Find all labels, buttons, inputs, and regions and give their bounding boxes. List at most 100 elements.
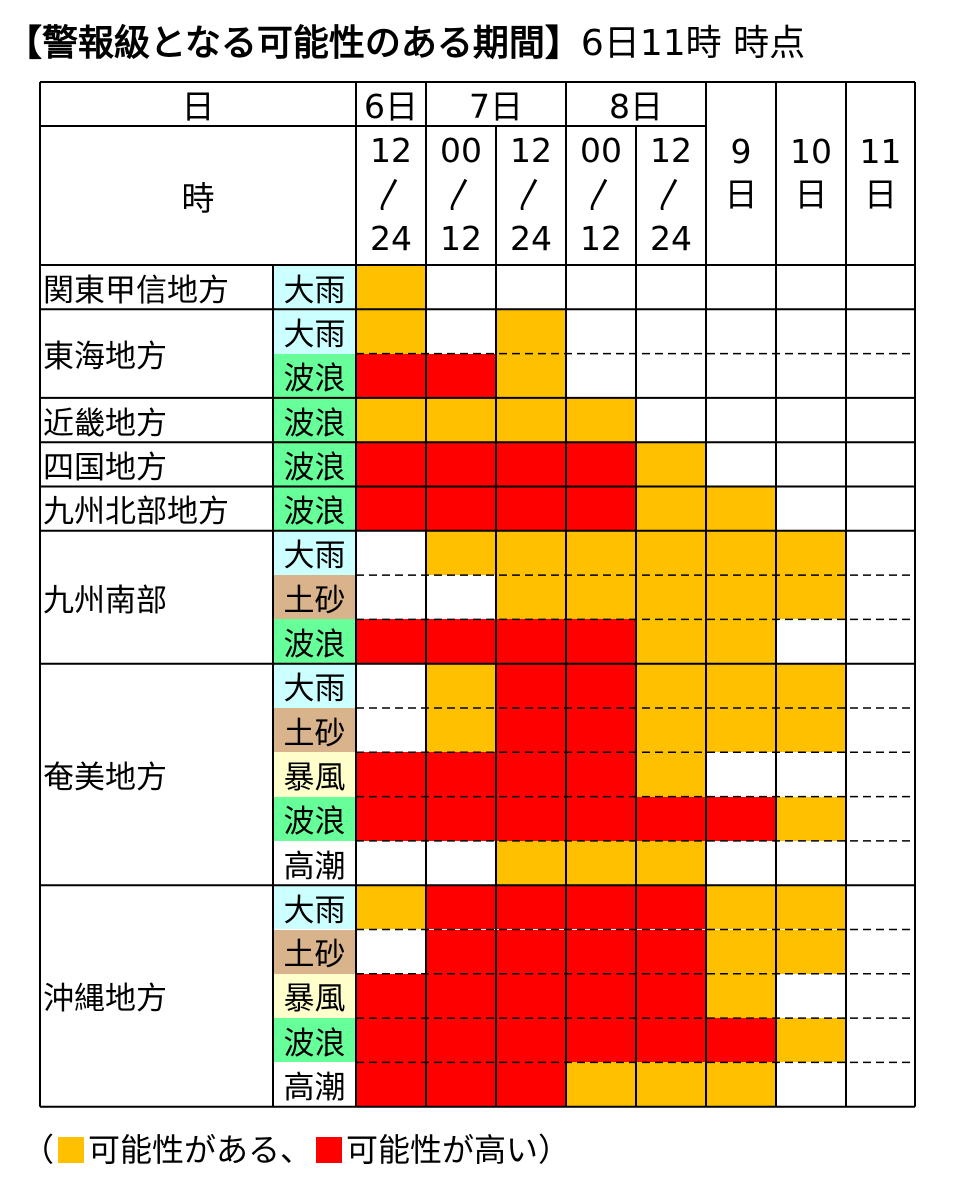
period-cell [776,663,846,708]
period-cell [846,1062,915,1107]
period-cell [706,397,776,443]
period-cell [566,309,636,354]
period-end: 12 [440,219,482,259]
period-cell [566,486,636,531]
period-end: 24 [510,219,552,259]
period-cell [496,486,566,531]
hazard-label: 波浪 [273,1018,356,1063]
hazard-label: 波浪 [273,796,356,841]
header-period-0: 12 〳 24 [356,126,426,265]
period-start: 12 [650,131,692,170]
header-day-7: 7日 [469,87,523,126]
period-cell [496,973,566,1019]
period-cell [706,708,776,753]
period-cell [496,530,566,576]
period-cell [776,752,846,797]
header-period-1: 00 〳 12 [426,126,496,265]
period-cell [706,1062,776,1107]
period-cell [706,353,776,398]
hazard-label: 波浪 [273,397,356,443]
hazard-label: 波浪 [273,353,356,398]
period-cell [636,619,706,664]
period-cell [636,486,706,531]
period-cell [566,575,636,620]
period-cell [426,796,496,841]
period-cell [426,397,496,443]
legend-label-possible: 可能性がある、 [88,1131,313,1169]
hazard-label: 大雨 [273,530,356,576]
period-end: 24 [370,219,412,259]
period-cell [356,486,426,531]
period-cell [706,575,776,620]
period-cell [426,885,496,930]
period-cell [356,885,426,930]
period-cell [776,353,846,398]
period-cell [496,309,566,354]
period-cell [426,973,496,1019]
period-cell [496,708,566,753]
period-cell [566,840,636,886]
legend-swatch-possible [58,1137,85,1163]
period-cell [636,1062,706,1107]
period-cell [776,575,846,620]
period-cell [636,796,706,841]
region-label: 九州北部地方 [43,494,229,531]
header-day-8: 8日 [609,87,663,126]
period-cell [426,265,496,310]
period-cell [356,442,426,487]
hazard-label: 高潮 [273,840,356,886]
period-cell [776,929,846,974]
whole-day-unit: 日 [864,174,897,214]
period-start: 12 [370,131,412,170]
page-title: 【警報級となる可能性のある期間】6日11時 時点 [6,14,805,74]
period-cell [426,663,496,708]
period-cell [846,619,915,664]
period-cell [496,929,566,974]
period-cell [706,796,776,841]
hazard-label: 大雨 [273,663,356,708]
period-cell [846,708,915,753]
period-cell [706,1018,776,1063]
header-period-2: 12 〳 24 [496,126,566,265]
period-cell [496,1062,566,1107]
whole-day-num: 9 [730,131,752,171]
period-cell [566,619,636,664]
period-cell [636,530,706,576]
period-cell [426,575,496,620]
period-cell [356,973,426,1019]
hazard-label: 暴風 [273,973,356,1019]
period-cell [496,752,566,797]
period-cell [776,486,846,531]
legend-close-paren: ） [538,1131,571,1169]
period-cell [776,530,846,576]
period-cell [846,885,915,930]
period-sep: 〳 [514,175,548,215]
period-cell [566,796,636,841]
hazard-label: 大雨 [273,309,356,354]
period-cell [356,1062,426,1107]
region-label: 沖縄地方 [43,981,167,1018]
legend: （ 可能性がある、 可能性が高い ） [22,1128,570,1172]
period-cell [776,885,846,930]
period-cell [356,309,426,354]
period-cell [846,575,915,620]
period-cell [356,397,426,443]
hazard-label: 大雨 [273,885,356,930]
period-cell [566,530,636,576]
period-cell [426,1062,496,1107]
period-cell [776,796,846,841]
period-cell [496,663,566,708]
period-cell [846,530,915,576]
period-cell [846,663,915,708]
period-cell [846,973,915,1019]
period-start: 12 [510,131,552,170]
hazard-label: 土砂 [273,575,356,620]
period-cell [776,1062,846,1107]
period-cell [496,1018,566,1063]
header-day-6: 6日 [364,87,418,126]
period-cell [496,575,566,620]
period-cell [776,973,846,1019]
period-cell [356,708,426,753]
period-cell [636,885,706,930]
